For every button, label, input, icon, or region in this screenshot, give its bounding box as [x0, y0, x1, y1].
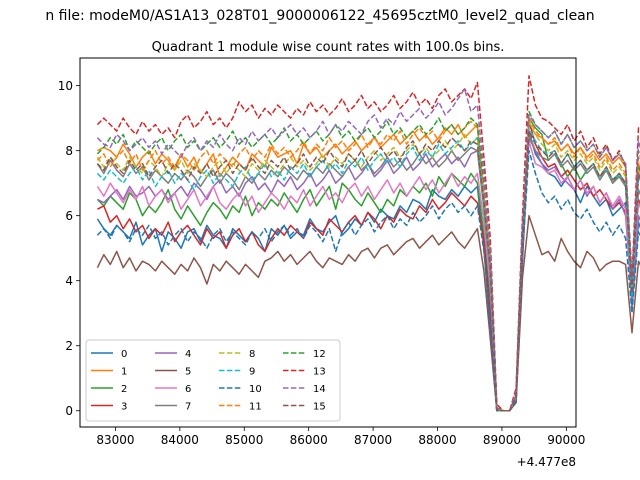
legend-label-3: 3 — [121, 402, 127, 413]
legend-label-4: 4 — [185, 349, 191, 360]
legend-label-1: 1 — [121, 367, 127, 378]
series-line-7 — [96, 133, 640, 412]
x-tick-label: 86000 — [290, 433, 328, 447]
legend-label-13: 13 — [313, 367, 326, 378]
x-tick-label: 87000 — [354, 433, 392, 447]
series-line-10 — [96, 149, 640, 412]
x-offset-label: +4.477e8 — [517, 455, 576, 469]
series-line-0 — [96, 130, 640, 412]
figure-suptitle: n file: modeM0/AS1A13_028T01_9000006122_… — [45, 8, 594, 24]
y-tick-label: 10 — [58, 79, 73, 93]
y-tick-label: 6 — [65, 209, 73, 223]
x-tick-label: 88000 — [418, 433, 456, 447]
x-tick-label: 89000 — [483, 433, 521, 447]
series-line-6 — [96, 140, 640, 412]
plot-lines — [96, 75, 640, 412]
axes-frame — [79, 57, 577, 428]
legend-label-8: 8 — [249, 349, 255, 360]
series-line-5 — [96, 214, 640, 412]
x-tick-label: 90000 — [547, 433, 585, 447]
series-line-9 — [96, 127, 640, 412]
legend-label-2: 2 — [121, 384, 127, 395]
y-axis-ticks: 0 2 4 6 8 10 — [58, 79, 80, 418]
x-tick-label: 85000 — [225, 433, 263, 447]
legend-label-12: 12 — [313, 349, 326, 360]
series-line-12 — [96, 110, 640, 412]
y-tick-label: 8 — [65, 144, 73, 158]
y-tick-label: 4 — [65, 274, 73, 288]
series-line-4 — [97, 136, 640, 412]
legend-label-15: 15 — [313, 402, 326, 413]
legend-label-14: 14 — [313, 384, 326, 395]
y-tick-label: 0 — [65, 404, 73, 418]
x-tick-label: 84000 — [161, 433, 199, 447]
legend-label-0: 0 — [121, 349, 127, 360]
legend-box — [85, 339, 341, 422]
x-axis-ticks: 83000 84000 85000 86000 87000 88000 89000 90000 — [96, 427, 585, 447]
legend-label-7: 7 — [185, 402, 191, 413]
series-line-14 — [96, 88, 640, 412]
legend-label-6: 6 — [185, 384, 191, 395]
series-line-15 — [96, 130, 640, 412]
x-tick-label: 83000 — [96, 433, 134, 447]
y-tick-label: 2 — [65, 339, 73, 353]
series-line-13 — [96, 75, 640, 412]
legend-label-5: 5 — [185, 367, 191, 378]
legend-label-10: 10 — [249, 384, 262, 395]
series-line-8 — [96, 120, 640, 412]
legend-label-9: 9 — [249, 367, 255, 378]
legend-label-11: 11 — [249, 402, 262, 413]
chart-title: Quadrant 1 module wise count rates with … — [152, 40, 505, 55]
